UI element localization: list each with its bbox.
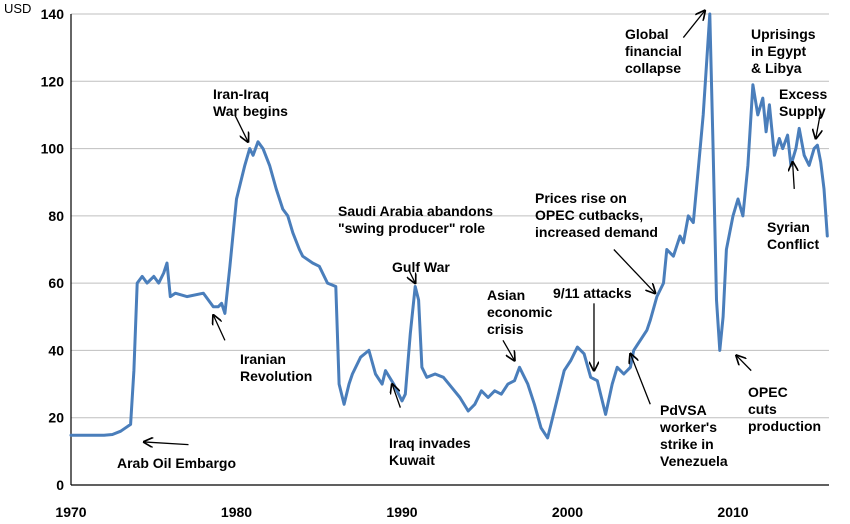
annotation-label: Iraq invades Kuwait — [389, 435, 471, 468]
annotation: Iranian Revolution — [213, 315, 312, 384]
annotation-line: Conflict — [767, 236, 819, 252]
annotation-line: PdVSA — [660, 402, 707, 418]
y-tick-label: 60 — [48, 275, 64, 291]
annotation-label: Gulf War — [392, 259, 450, 275]
annotation-line: Saudi Arabia abandons — [338, 203, 493, 219]
annotation-line: & Libya — [751, 60, 802, 76]
annotation-arrow — [392, 384, 401, 408]
annotation: Saudi Arabia abandons "swing producer" ro… — [338, 203, 493, 236]
annotation: Arab Oil Embargo — [117, 442, 236, 471]
annotation-arrow — [409, 269, 416, 283]
annotation-label: Uprisings in Egypt & Libya — [751, 26, 816, 76]
annotation: Syrian Conflict — [767, 162, 819, 252]
annotation: Iraq invades Kuwait — [389, 384, 471, 468]
annotation-label: Global financial collapse — [625, 26, 682, 76]
x-tick-label: 1970 — [55, 504, 86, 520]
annotation: Gulf War — [392, 259, 450, 283]
annotation-label: Asian economic crisis — [487, 287, 553, 337]
annotation-line: worker's — [659, 419, 717, 435]
annotation-line: OPEC — [748, 384, 788, 400]
annotation-line: "swing producer" role — [338, 220, 485, 236]
annotation-line: Excess — [779, 86, 827, 102]
annotation-line: OPEC cutbacks, — [535, 207, 643, 223]
annotation-label: Arab Oil Embargo — [117, 455, 236, 471]
annotation-label: Syrian Conflict — [767, 219, 819, 252]
x-tick-label: 2000 — [552, 504, 583, 520]
x-tick-labels: 1970 1980 1990 2000 2010 — [55, 504, 748, 520]
annotation-arrow — [736, 355, 752, 372]
annotation-line: Iraq invades — [389, 435, 471, 451]
annotation-line: Supply — [779, 103, 826, 119]
annotation-label: Iranian Revolution — [240, 351, 312, 384]
annotation-line: 9/11 attacks — [553, 285, 632, 301]
annotation-arrow — [816, 111, 821, 139]
annotation-label: Excess Supply — [779, 86, 827, 119]
annotation-line: Asian — [487, 287, 525, 303]
annotation-arrow — [234, 114, 248, 142]
annotation-line: Kuwait — [389, 452, 435, 468]
y-tick-label: 40 — [48, 342, 64, 358]
annotation-label: OPEC cuts production — [748, 384, 821, 434]
annotation-arrow — [502, 340, 515, 360]
annotation-label: Iran-Iraq War begins — [213, 86, 288, 119]
y-tick-label: 140 — [41, 6, 65, 22]
annotation-label: Prices rise on OPEC cutbacks, increased de… — [535, 190, 658, 240]
annotation-arrow — [630, 354, 651, 405]
annotation-arrow — [144, 442, 189, 445]
x-tick-label: 2010 — [717, 504, 748, 520]
y-tick-label: 100 — [41, 141, 65, 157]
y-tick-label: 0 — [56, 477, 64, 493]
annotation-line: increased demand — [535, 224, 658, 240]
annotation-line: War begins — [213, 103, 288, 119]
annotation-line: Revolution — [240, 368, 312, 384]
annotation: OPEC cuts production — [736, 355, 821, 434]
annotation-arrow — [793, 162, 795, 189]
annotation: PdVSA worker's strike in Venezuela — [630, 354, 728, 469]
annotation-line: Uprisings — [751, 26, 816, 42]
annotation-line: crisis — [487, 321, 524, 337]
annotation-arrow — [682, 11, 705, 38]
y-tick-label: 80 — [48, 208, 64, 224]
annotation-line: Syrian — [767, 219, 810, 235]
annotation: Prices rise on OPEC cutbacks, increased de… — [535, 190, 658, 293]
annotation: Global financial collapse — [625, 11, 705, 76]
annotation-line: collapse — [625, 60, 681, 76]
annotation: Iran-Iraq War begins — [213, 86, 288, 142]
annotation-label: 9/11 attacks — [553, 285, 632, 301]
annotation-line: Gulf War — [392, 259, 450, 275]
y-tick-label: 20 — [48, 410, 64, 426]
annotations: Arab Oil Embargo Iran-Iraq War begins Irani… — [117, 11, 827, 471]
annotation-arrow — [613, 249, 655, 294]
annotation: Uprisings in Egypt & Libya — [751, 26, 816, 76]
annotation-line: Iranian — [240, 351, 286, 367]
annotation-line: Arab Oil Embargo — [117, 455, 236, 471]
annotation-line: in Egypt — [751, 43, 807, 59]
annotation-line: cuts — [748, 401, 777, 417]
oil-price-line — [69, 12, 829, 440]
y-tick-label: 120 — [41, 73, 65, 89]
annotation-label: PdVSA worker's strike in Venezuela — [659, 402, 728, 469]
x-tick-label: 1990 — [386, 504, 417, 520]
annotation-line: strike in — [660, 436, 714, 452]
annotation-line: Iran-Iraq — [213, 86, 269, 102]
annotation: Asian economic crisis — [487, 287, 553, 361]
annotation-arrow — [213, 315, 226, 341]
x-tick-label: 1980 — [221, 504, 252, 520]
gridlines — [71, 13, 829, 419]
y-axis-unit-label: USD — [4, 1, 31, 16]
annotation-line: Venezuela — [660, 453, 728, 469]
annotation-line: production — [748, 418, 821, 434]
annotation-label: Saudi Arabia abandons "swing producer" ro… — [338, 203, 493, 236]
annotation-line: economic — [487, 304, 553, 320]
annotation-line: Prices rise on — [535, 190, 627, 206]
annotation: 9/11 attacks — [553, 285, 632, 371]
annotation: Excess Supply — [779, 86, 827, 138]
annotation-line: financial — [625, 43, 682, 59]
y-tick-labels: 0 20 40 60 80 100 120 140 — [41, 6, 65, 493]
annotation-line: Global — [625, 26, 669, 42]
